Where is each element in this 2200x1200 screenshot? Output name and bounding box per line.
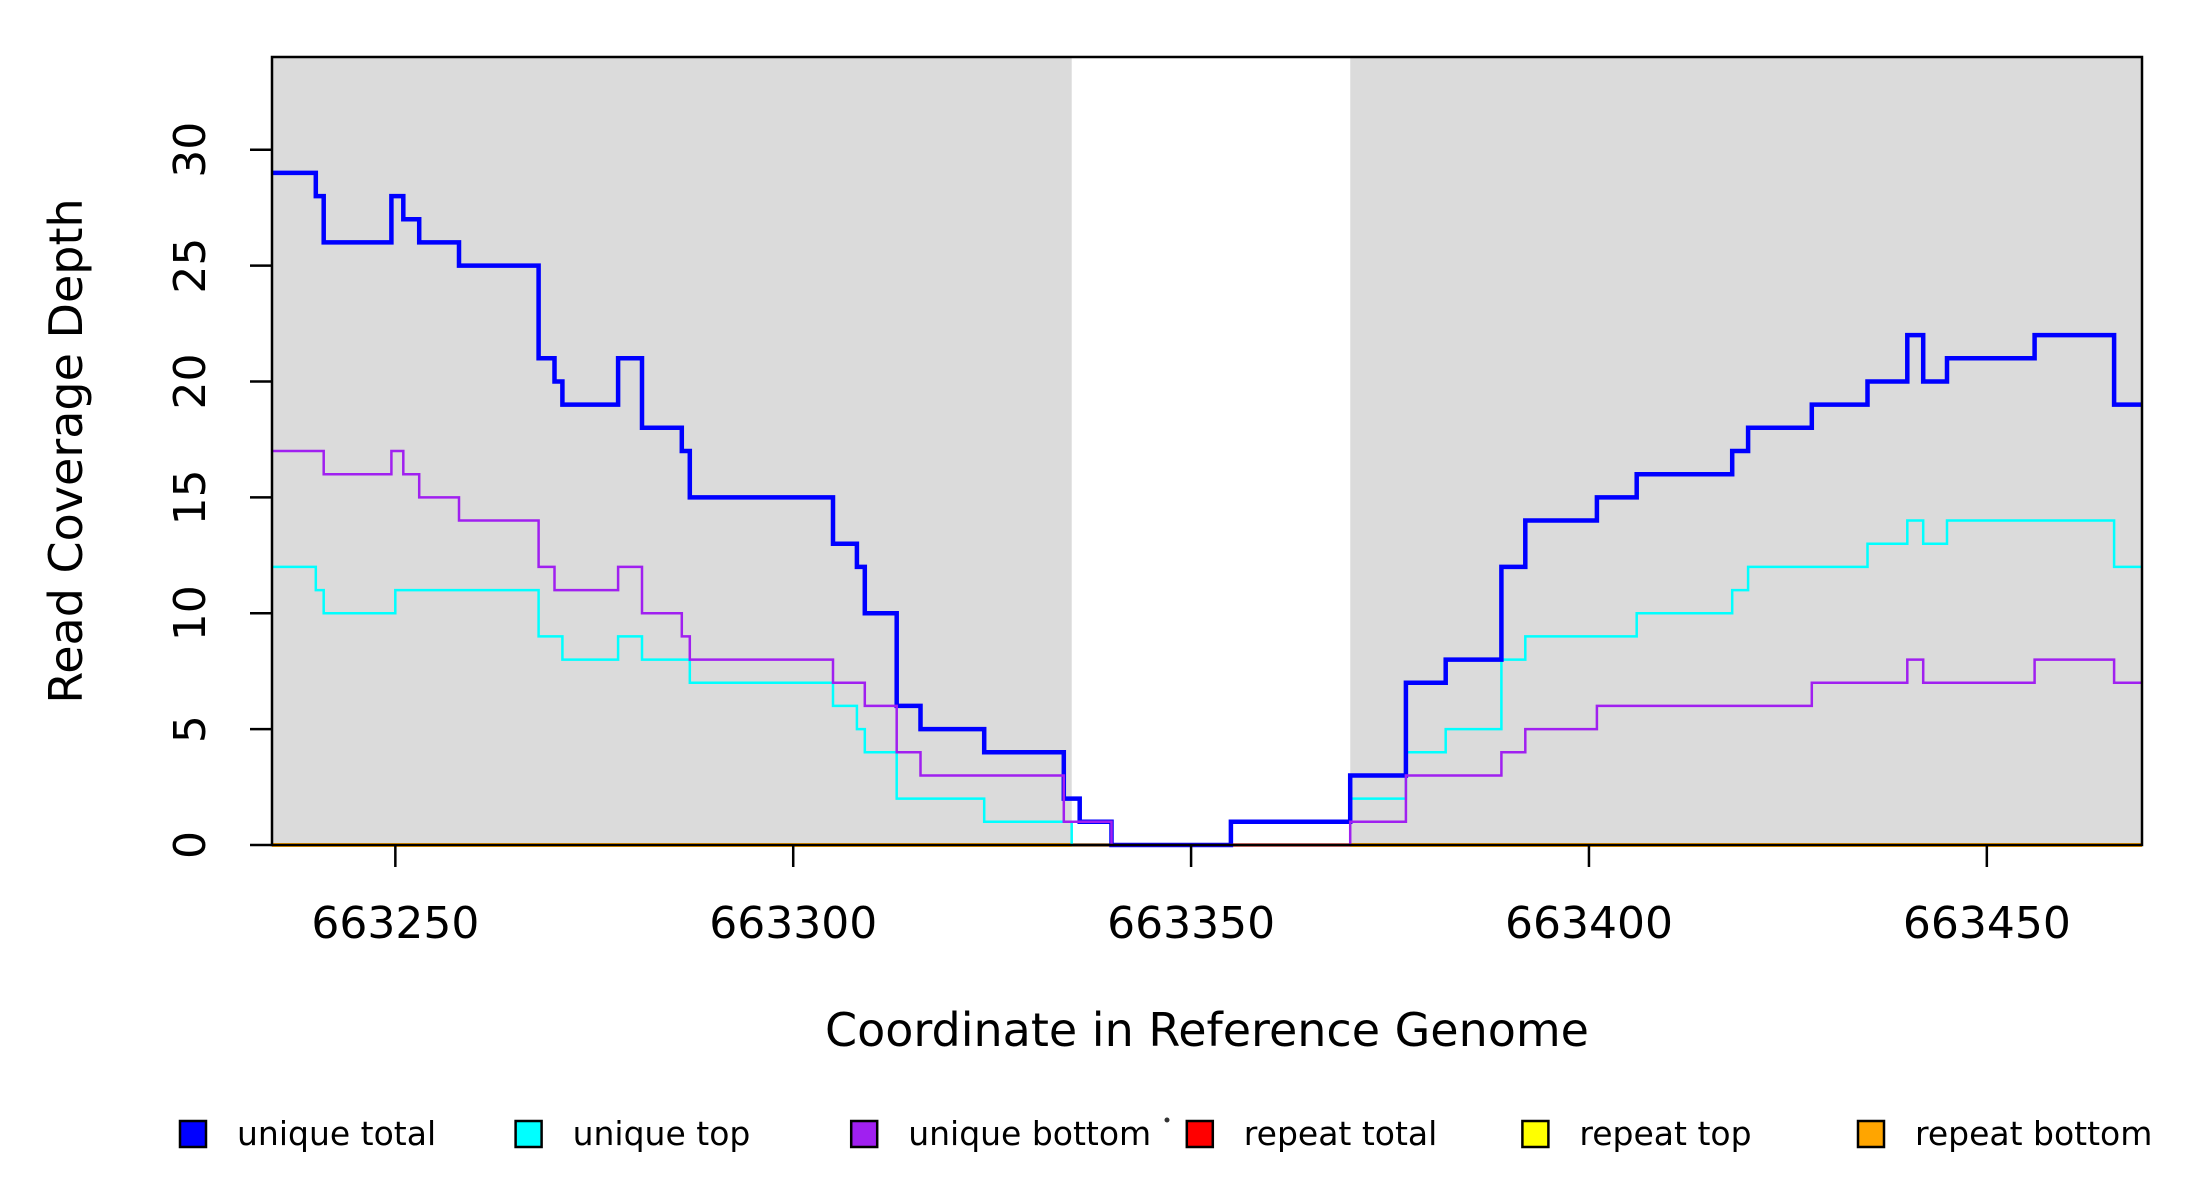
legend-swatch: [1856, 1119, 1886, 1149]
y-tick-label: 15: [165, 469, 216, 525]
legend-swatch: [178, 1119, 208, 1149]
legend-label: unique total: [237, 1114, 436, 1153]
legend-item-unique-top: unique top: [514, 1114, 751, 1153]
legend-swatch: [1521, 1119, 1550, 1149]
legend-label: repeat total: [1244, 1114, 1438, 1153]
plot-border-box: [270, 55, 2144, 847]
legend-label: unique top: [573, 1114, 751, 1153]
x-tick-label: 663350: [1107, 898, 1275, 949]
x-tick-label: 663400: [1505, 898, 1673, 949]
legend-swatch: [514, 1119, 543, 1149]
stray-dot: [1164, 1117, 1170, 1123]
series-line-unique-bottom: [272, 449, 2142, 847]
legend-item-repeat-bottom: repeat bottom: [1856, 1114, 2152, 1153]
legend-item-unique-total: unique total: [178, 1114, 436, 1153]
legend-label: repeat top: [1579, 1114, 1751, 1153]
x-tick-label: 663250: [311, 898, 479, 949]
y-tick-label: 0: [165, 831, 216, 859]
legend-swatch: [849, 1119, 879, 1149]
y-axis-ticks: 0 5 10 15 20 25 30: [165, 122, 272, 859]
x-axis-title: Coordinate in Reference Genome: [825, 1003, 1589, 1057]
repeat-region-shading: [272, 58, 2142, 845]
legend-swatch: [1185, 1119, 1215, 1149]
x-axis-ticks: 663250 663300 663350 663400 663450: [311, 845, 2071, 949]
chart-legend: unique total unique top unique bottom repea…: [178, 1114, 2152, 1153]
repeat-region-rect: [272, 58, 1072, 845]
legend-label: repeat bottom: [1915, 1114, 2152, 1153]
x-tick-label: 663450: [1903, 898, 2071, 949]
y-tick-label: 30: [165, 122, 216, 178]
y-axis-title: Read Coverage Depth: [39, 198, 93, 703]
legend-item-unique-bottom: unique bottom: [849, 1114, 1151, 1153]
x-tick-label: 663300: [709, 898, 877, 949]
y-tick-label: 5: [165, 715, 216, 743]
legend-item-repeat-total: repeat total: [1185, 1114, 1438, 1153]
y-tick-label: 25: [165, 238, 216, 294]
legend-item-repeat-top: repeat top: [1521, 1114, 1752, 1153]
y-tick-label: 20: [165, 354, 216, 410]
legend-label: unique bottom: [908, 1114, 1151, 1153]
y-tick-label: 10: [165, 585, 216, 641]
